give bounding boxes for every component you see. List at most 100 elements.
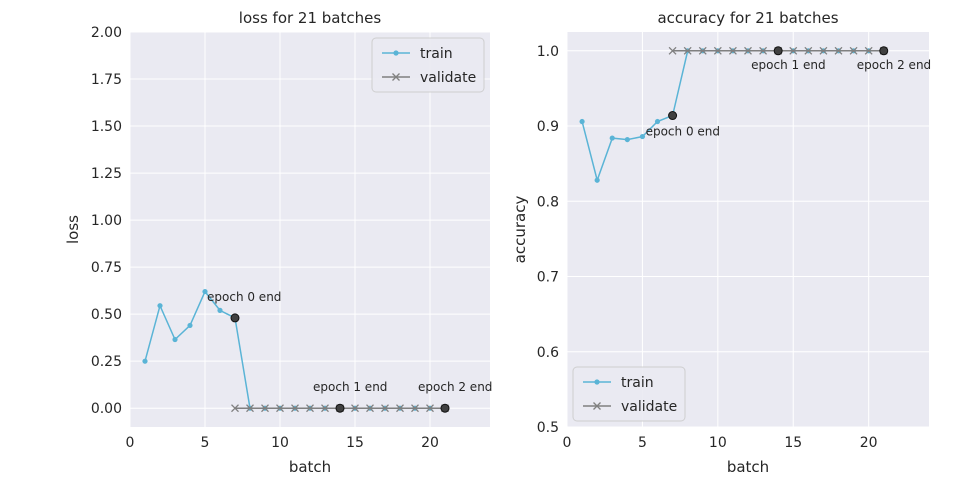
x-marker-stroke <box>698 46 707 55</box>
x-tick-label: 20 <box>421 435 439 451</box>
x-marker-stroke <box>366 404 374 413</box>
loss-chart: 0 5 10 15 20 0.00 0.25 0.50 0.75 1.00 1.25 1.50 1.75… <box>64 9 492 476</box>
y-axis-label: loss <box>64 215 82 244</box>
y-tick-label: 2.00 <box>91 25 122 41</box>
epoch-end-annotation: epoch 2 end <box>857 58 931 72</box>
x-marker-stroke <box>744 46 752 55</box>
legend-label: train <box>621 375 654 391</box>
x-tick-label: 15 <box>346 435 364 451</box>
epoch-end-annotation: epoch 1 end <box>751 58 825 72</box>
x-axis-label: batch <box>289 458 331 476</box>
legend: train validate <box>572 366 686 422</box>
validate-point-marker <box>396 404 404 413</box>
legend-label: train <box>420 46 453 62</box>
train-point-marker <box>654 118 661 125</box>
y-tick-label: 0.9 <box>537 119 559 135</box>
epoch-end-annotation: epoch 1 end <box>313 380 387 394</box>
validate-point-marker <box>246 404 254 413</box>
x-marker-stroke <box>789 46 798 55</box>
x-marker-stroke <box>276 404 284 413</box>
train-point-marker <box>624 136 630 143</box>
epoch-end-marker <box>230 313 240 323</box>
x-marker-stroke <box>759 46 768 55</box>
validate-point-marker <box>381 404 389 413</box>
x-marker-stroke <box>291 404 299 413</box>
x-marker-stroke <box>849 46 858 55</box>
train-point-marker <box>609 135 615 141</box>
y-tick-label: 1.50 <box>91 119 122 135</box>
epoch-end-marker <box>668 111 678 121</box>
x-marker-stroke <box>819 46 828 55</box>
x-marker-stroke <box>804 46 813 55</box>
epoch-end-annotation: epoch 0 end <box>646 125 720 139</box>
legend-label: validate <box>420 70 476 86</box>
validate-point-marker <box>411 404 419 413</box>
y-axis-label: accuracy <box>511 196 529 264</box>
y-tick-label: 0.5 <box>537 420 559 436</box>
epoch-end-marker <box>440 403 450 413</box>
x-tick-label: 15 <box>784 435 802 451</box>
validate-point-marker <box>864 46 873 55</box>
legend-box <box>572 366 686 422</box>
x-marker-stroke <box>381 404 389 413</box>
legend-marker <box>393 50 399 56</box>
epoch-end-marker <box>335 403 345 413</box>
validate-point-marker <box>819 46 828 55</box>
legend-box <box>371 37 485 93</box>
x-marker-stroke <box>306 404 314 413</box>
x-marker-stroke <box>396 404 404 413</box>
x-marker-stroke <box>231 404 239 413</box>
validate-point-marker <box>426 404 434 413</box>
epoch-end-annotation: epoch 2 end <box>418 380 492 394</box>
x-axis-label: batch <box>727 458 769 476</box>
epoch-end-marker <box>879 46 889 56</box>
validate-point-marker <box>231 404 239 413</box>
validate-point-marker <box>306 404 314 413</box>
train-point-marker <box>157 303 163 309</box>
validate-point-marker <box>366 404 374 413</box>
legend-entry-train: train <box>583 375 654 391</box>
legend-marker <box>594 379 600 385</box>
x-marker-stroke <box>246 404 254 413</box>
x-tick-label: 5 <box>201 435 210 451</box>
x-marker-stroke <box>713 46 722 55</box>
x-marker-stroke <box>864 46 873 55</box>
legend-marker <box>392 73 400 81</box>
validate-point-marker <box>261 404 269 413</box>
x-marker-stroke <box>351 404 359 413</box>
validate-point-marker <box>291 404 299 413</box>
x-marker-stroke <box>668 46 677 55</box>
validate-point-marker <box>759 46 768 55</box>
train-point-marker <box>579 118 585 125</box>
x-tick-label: 20 <box>860 435 878 451</box>
legend-entry-train: train <box>382 46 453 62</box>
train-point-marker <box>594 177 600 183</box>
x-marker-stroke <box>728 46 737 55</box>
x-tick-label: 0 <box>563 435 572 451</box>
train-point-marker <box>187 322 193 329</box>
epoch-end-marker <box>773 46 783 56</box>
y-tick-label: 0.25 <box>91 354 122 370</box>
validate-point-marker <box>321 404 329 413</box>
x-marker-stroke <box>834 46 843 55</box>
x-marker-stroke <box>321 404 329 413</box>
validate-point-marker <box>713 46 722 55</box>
validate-point-marker <box>668 46 677 55</box>
x-marker-stroke <box>411 404 419 413</box>
validate-point-marker <box>276 404 284 413</box>
y-tick-label: 1.25 <box>91 166 122 182</box>
x-tick-label: 10 <box>271 435 289 451</box>
x-tick-label: 5 <box>638 435 647 451</box>
train-point-marker <box>639 133 646 140</box>
epoch-end-annotation: epoch 0 end <box>207 290 281 304</box>
validate-point-marker <box>834 46 843 55</box>
chart-title: loss for 21 batches <box>239 9 382 27</box>
train-point-marker <box>217 307 223 313</box>
x-tick-label: 0 <box>126 435 135 451</box>
y-tick-label: 1.00 <box>91 213 122 229</box>
validate-point-marker <box>683 46 692 55</box>
legend-entry-validate: validate <box>583 399 677 415</box>
x-marker-stroke <box>426 404 434 413</box>
validate-point-marker <box>728 46 737 55</box>
